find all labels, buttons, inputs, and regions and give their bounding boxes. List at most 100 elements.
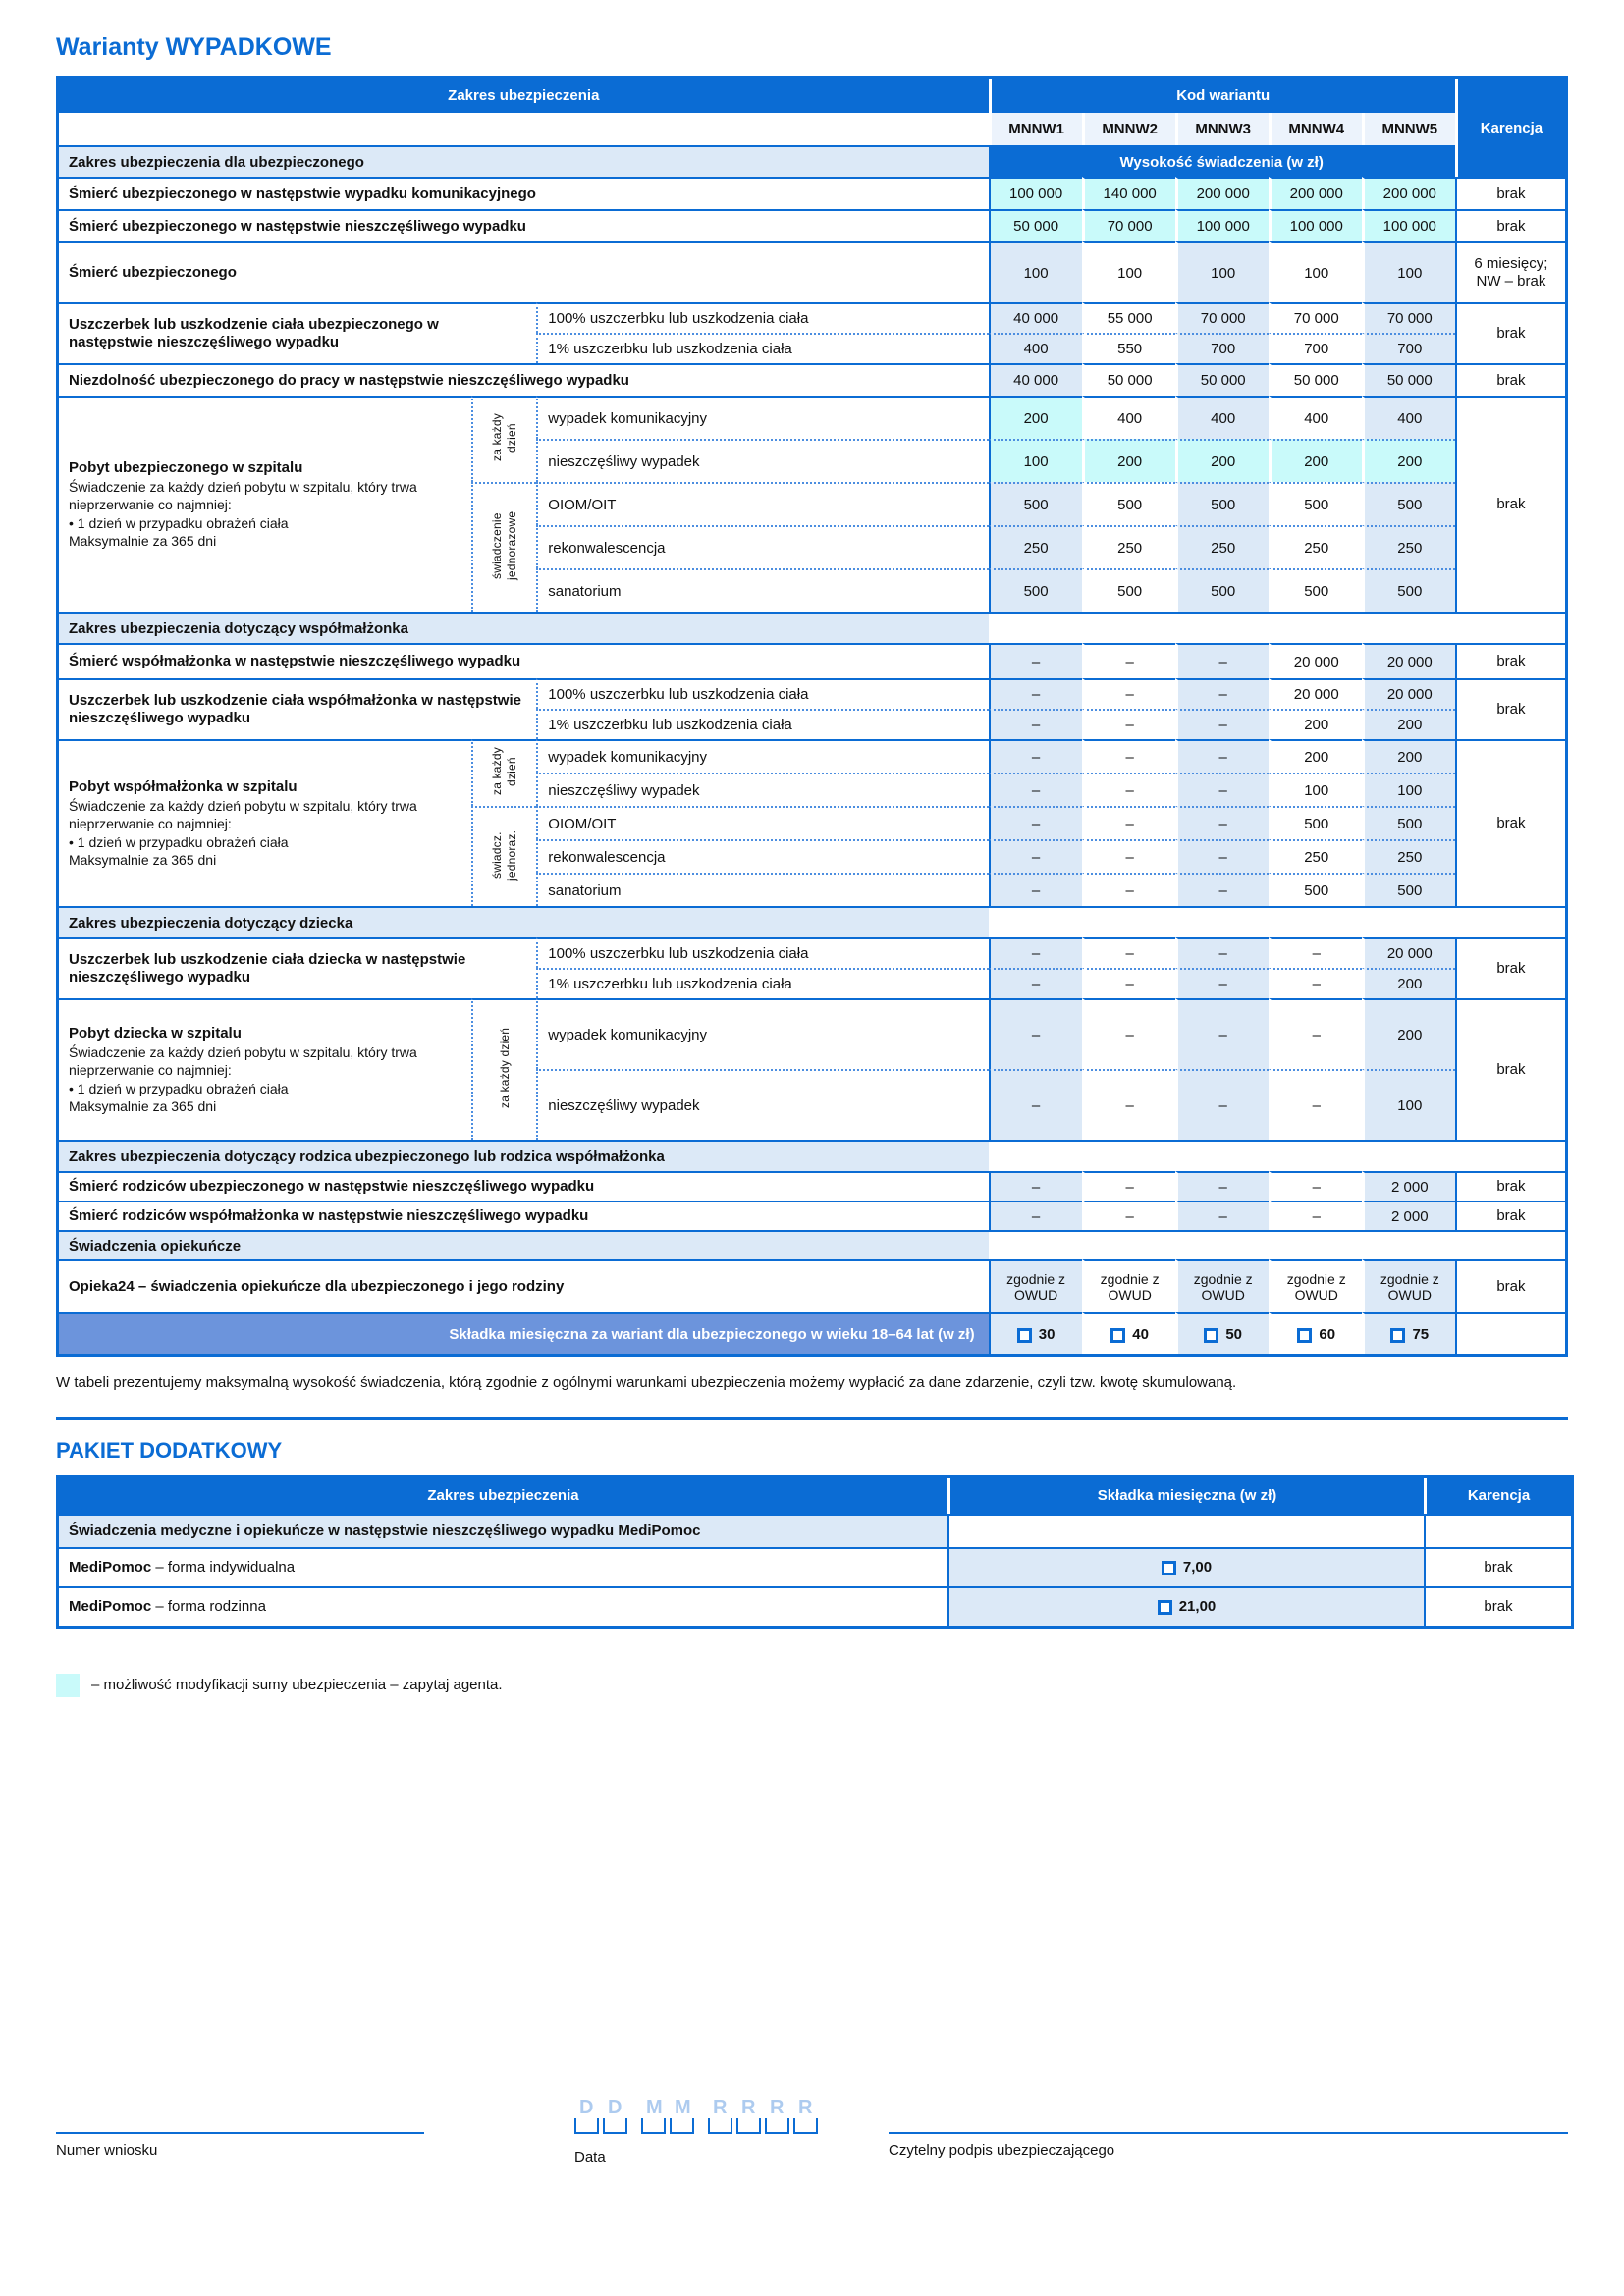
value-cell: 100 000 (1174, 209, 1269, 241)
table-row: rekonwalescencja 250 250 250 250 250 (59, 525, 1565, 568)
value-cell: 500 (1174, 568, 1269, 612)
medipomoc-family-checkbox[interactable] (1157, 1600, 1172, 1616)
hospital-bullet: • 1 dzień w przypadku obrażeń ciała (69, 1080, 289, 1096)
premium-value: 30 (1038, 1325, 1056, 1343)
value-cell: 50 000 (1174, 363, 1269, 396)
premium-checkbox-50[interactable] (1204, 1327, 1219, 1343)
value-cell: – (1081, 937, 1175, 968)
premium-checkbox-30[interactable] (1016, 1327, 1032, 1343)
value-cell: 500 (1268, 568, 1362, 612)
karencja-cell: brak (1454, 1201, 1565, 1230)
rotated-label-lump-sum: świadczenie jednorazowe (471, 482, 537, 612)
sub-row-label: rekonwalescencja (536, 839, 989, 873)
value-cell: 250 (1361, 525, 1455, 568)
value-cell: 20 000 (1268, 678, 1362, 709)
row-label: Opieka24 – świadczenia opiekuńcze dla ub… (59, 1259, 989, 1312)
row-label: MediPomoc – forma rodzinna (59, 1585, 947, 1626)
sub-row-label: rekonwalescencja (536, 525, 989, 568)
premium-checkbox-40[interactable] (1110, 1327, 1126, 1343)
premium-option-cell: 40 (1081, 1312, 1175, 1354)
value-cell: 100 000 (1361, 209, 1455, 241)
value-cell: – (1174, 773, 1269, 806)
premium-value: 60 (1319, 1325, 1336, 1343)
value-cell: zgodnie z OWUD (1361, 1259, 1455, 1312)
karencja-cell: brak (1454, 678, 1565, 739)
row-label: Uszczerbek lub uszkodzenie ciała dziecka… (59, 937, 537, 998)
product-name: MediPomoc (69, 1598, 152, 1616)
value-cell: 500 (1268, 482, 1362, 525)
medipomoc-individual-checkbox[interactable] (1161, 1561, 1176, 1576)
premium-row-label: Składka miesięczna za wariant dla ubezpi… (59, 1312, 989, 1354)
karencja-cell: 6 miesięcy; NW – brak (1454, 241, 1565, 302)
spacer-cell (947, 1513, 1424, 1547)
value-cell: 500 (1361, 568, 1455, 612)
value-cell: 250 (1174, 525, 1269, 568)
premium-value: 7,00 (1182, 1559, 1213, 1576)
hospital-max: Maksymalnie za 365 dni (69, 852, 217, 869)
hospital-max: Maksymalnie za 365 dni (69, 1098, 217, 1115)
spacer-cell (59, 113, 989, 145)
sub-row-label: OIOM/OIT (536, 482, 989, 525)
sub-row-label: nieszczęśliwy wypadek (536, 439, 989, 482)
karencja-cell: brak (1454, 1259, 1565, 1312)
value-cell: 700 (1268, 333, 1362, 363)
row-label: Uszczerbek lub uszkodzenie ciała współma… (59, 678, 537, 739)
rotated-label-daily: za każdy dzień (471, 739, 537, 806)
value-cell: – (1174, 839, 1269, 873)
value-cell: 200 (1174, 439, 1269, 482)
value-cell: – (1174, 937, 1269, 968)
sub-row-label: 1% uszczerbku lub uszkodzenia ciała (536, 968, 989, 998)
hospital-desc: Świadczenie za każdy dzień pobytu w szpi… (69, 797, 417, 832)
row-label: Śmierć ubezpieczonego (59, 241, 989, 302)
spacer-cell (988, 1140, 1565, 1171)
value-cell: 40 000 (988, 302, 1082, 333)
value-cell: – (988, 1171, 1082, 1201)
value-cell: 50 000 (1361, 363, 1455, 396)
hospital-max: Maksymalnie za 365 dni (69, 533, 217, 550)
spacer-cell (988, 906, 1565, 937)
divider-rule (56, 1416, 1568, 1420)
karencja-cell: brak (1454, 937, 1565, 998)
section-header-child: Zakres ubezpieczenia dotyczący dziecka (59, 906, 989, 937)
rotated-label-daily: za każdy dzień (471, 998, 537, 1140)
value-cell: 200 (1268, 739, 1362, 773)
value-cell: 2 000 (1361, 1171, 1455, 1201)
premium-checkbox-75[interactable] (1390, 1327, 1406, 1343)
product-name: MediPomoc (69, 1559, 152, 1576)
sub-row-label: 1% uszczerbku lub uszkodzenia ciała (536, 709, 989, 739)
karencja-cell: brak (1454, 177, 1565, 209)
rotated-label-daily: za każdy dzień (471, 396, 537, 482)
value-cell: – (1174, 643, 1269, 678)
premium-checkbox-60[interactable] (1297, 1327, 1313, 1343)
value-cell: 400 (988, 333, 1082, 363)
spacer-cell (988, 1230, 1565, 1259)
value-cell: 100 (1361, 773, 1455, 806)
value-cell: – (1174, 678, 1269, 709)
value-cell: 100 (1361, 241, 1455, 302)
date-label: Data (574, 2149, 606, 2165)
signature-field: Czytelny podpis ubezpieczającego (889, 2132, 1568, 2159)
sub-row-label: sanatorium (536, 568, 989, 612)
value-cell: – (1174, 739, 1269, 773)
value-cell: 70 000 (1081, 209, 1175, 241)
value-cell: 250 (1268, 839, 1362, 873)
karencja-cell: brak (1454, 643, 1565, 678)
value-cell: 700 (1361, 333, 1455, 363)
sub-row-label: sanatorium (536, 873, 989, 906)
page: Warianty WYPADKOWE Zakres ubezpieczenia … (56, 33, 1574, 1697)
hospital-title: Pobyt ubezpieczonego w szpitalu (69, 459, 303, 477)
col-header-zakres: Zakres ubezpieczenia (59, 79, 989, 113)
pakiet-premium-cell: 7,00 (947, 1546, 1424, 1586)
pakiet-section-header: Świadczenia medyczne i opiekuńcze w nast… (59, 1513, 947, 1547)
table-row: Śmierć współmałżonka w następstwie niesz… (59, 643, 1565, 678)
table-row: Uszczerbek lub uszkodzenie ciała ubezpie… (59, 302, 1565, 363)
value-cell: 400 (1174, 396, 1269, 439)
hospital-desc: Świadczenie za każdy dzień pobytu w szpi… (69, 1043, 417, 1079)
karencja-cell: brak (1424, 1546, 1571, 1586)
pakiet-dodatkowy-table: Zakres ubezpieczenia Składka miesięczna … (56, 1474, 1574, 1629)
application-number-field: Numer wniosku (56, 2132, 424, 2159)
value-cell: 20 000 (1361, 678, 1455, 709)
value-cell: – (988, 643, 1082, 678)
value-cell: 100 (1174, 241, 1269, 302)
